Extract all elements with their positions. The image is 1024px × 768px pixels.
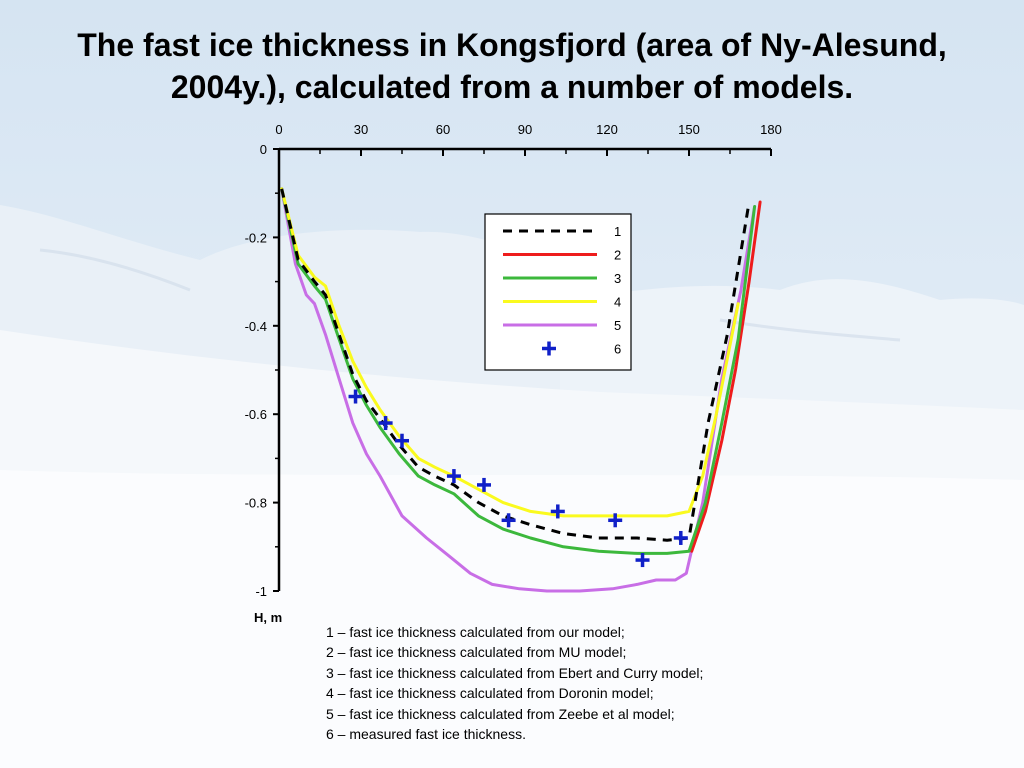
y-tick-label: -0.8: [245, 496, 267, 511]
x-tick-label: 180: [760, 122, 782, 137]
legend-entry: 6: [542, 341, 621, 357]
x-tick-label: 30: [354, 122, 368, 137]
legend-label: 5: [614, 318, 621, 333]
legend-entry: 4: [503, 295, 621, 310]
chart-axes: 0 30 60 90 120 150 180 0 -0.2 -0.4 -0.6 -0.8 -1 H, m: [245, 122, 782, 625]
x-tick-label: 60: [436, 122, 450, 137]
note-line: 3 – fast ice thickness calculated from E…: [326, 664, 704, 681]
data-point-series-6: [446, 469, 461, 484]
legend-entry: 5: [503, 318, 621, 333]
legend-label: 6: [614, 342, 621, 357]
data-point-series-6: [635, 553, 650, 568]
y-tick-label: -1: [255, 584, 267, 599]
x-tick-label: 90: [518, 122, 532, 137]
data-point-series-6: [378, 416, 393, 431]
data-point-series-6: [501, 513, 516, 528]
data-point-series-6: [477, 477, 491, 492]
legend-label: 4: [614, 295, 621, 310]
legend-entry: 3: [503, 271, 621, 286]
x-tick-label: 0: [275, 122, 282, 137]
series-notes: 1 – fast ice thickness calculated from o…: [326, 622, 986, 744]
x-tick-label: 150: [678, 122, 700, 137]
series-line-5: [280, 187, 757, 593]
slide-title: The fast ice thickness in Kongsfjord (ar…: [77, 27, 947, 105]
note-line: 6 – measured fast ice thickness.: [326, 726, 526, 743]
legend-entry: 2: [503, 248, 621, 263]
data-point-series-6: [673, 530, 688, 545]
y-axis-label: H, m: [254, 610, 282, 625]
data-point-series-6: [395, 433, 409, 448]
legend-label: 1: [614, 224, 621, 239]
legend-label: 3: [614, 271, 621, 286]
series-line-3: [280, 187, 757, 555]
y-tick-label: 0: [260, 142, 267, 157]
y-tick-label: -0.6: [245, 407, 267, 422]
legend-label: 2: [614, 248, 621, 263]
data-point-series-6: [348, 389, 363, 404]
note-line: 5 – fast ice thickness calculated from Z…: [326, 705, 675, 722]
legend-entry: 1: [503, 224, 621, 239]
note-line: 1 – fast ice thickness calculated from o…: [326, 624, 625, 640]
note-line: 4 – fast ice thickness calculated from D…: [326, 685, 654, 702]
data-point-series-6: [550, 504, 565, 519]
series-line-1: [280, 188, 751, 542]
legend-box: [484, 213, 632, 371]
data-point-series-6: [608, 513, 623, 528]
x-tick-label: 120: [596, 122, 618, 137]
note-line: 2 – fast ice thickness calculated from M…: [326, 644, 627, 661]
series-line-2: [690, 200, 762, 553]
chart-legend: 1 2 3 4 5 6: [484, 213, 632, 371]
chart-series-layer: [280, 187, 762, 593]
y-tick-label: -0.4: [245, 319, 267, 334]
legend-marker: [542, 341, 556, 356]
y-tick-label: -0.2: [245, 230, 267, 245]
